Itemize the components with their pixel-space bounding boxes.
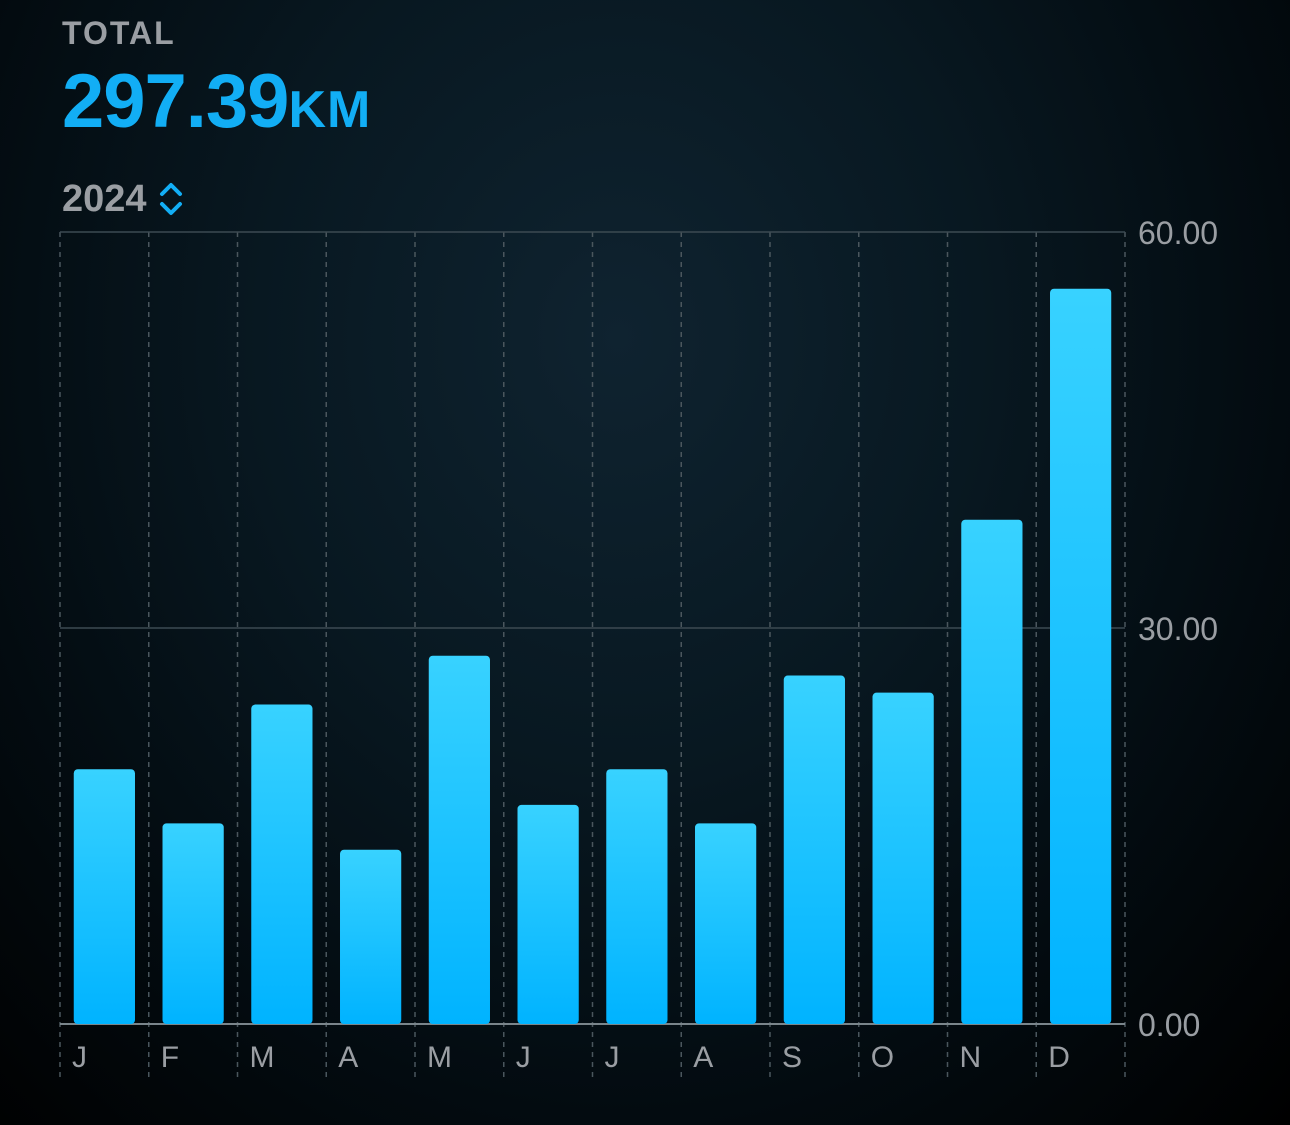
- bar-9: [783, 675, 845, 1024]
- y-tick-label: 60.00: [1138, 215, 1218, 251]
- y-tick-label: 0.00: [1138, 1007, 1200, 1043]
- x-tick-label: D: [1048, 1041, 1070, 1074]
- bar-11: [961, 519, 1023, 1024]
- x-tick-label: A: [338, 1041, 358, 1074]
- bar-6: [517, 804, 579, 1024]
- x-tick-label: N: [960, 1041, 982, 1074]
- x-tick-label: O: [871, 1041, 894, 1074]
- x-tick-label: M: [250, 1041, 275, 1074]
- chevron-up-down-icon: [159, 183, 182, 215]
- labels-layer: 0.00 30.00 60.00 J F M A M J J A S O N D: [72, 215, 1218, 1074]
- bar-1: [73, 769, 135, 1024]
- bar-10: [872, 692, 934, 1024]
- x-tick-label: J: [72, 1041, 87, 1074]
- total-distance: 297.39KM: [62, 52, 371, 173]
- x-tick-label: J: [605, 1041, 620, 1074]
- x-tick-label: M: [427, 1041, 452, 1074]
- year-picker[interactable]: 2024: [62, 173, 185, 225]
- bar-3: [251, 704, 313, 1024]
- x-tick-label: A: [693, 1041, 713, 1074]
- bar-2: [162, 823, 224, 1024]
- bar-4: [340, 849, 402, 1024]
- total-label: TOTAL: [62, 15, 176, 51]
- summary-header: TOTAL 297.39KM 2024: [62, 12, 371, 225]
- total-distance-number: 297.39: [62, 59, 289, 144]
- total-distance-unit: KM: [288, 81, 372, 139]
- x-tick-label: F: [161, 1041, 179, 1074]
- grid-layer: [59, 231, 1126, 1078]
- x-tick-label: J: [516, 1041, 531, 1074]
- bar-12: [1050, 288, 1112, 1024]
- bar-7: [606, 769, 668, 1024]
- year-label: 2024: [62, 178, 147, 220]
- bars-layer: [73, 288, 1112, 1024]
- y-tick-label: 30.00: [1138, 611, 1218, 647]
- bar-5: [428, 655, 490, 1024]
- x-tick-label: S: [782, 1041, 802, 1074]
- bar-8: [695, 823, 757, 1024]
